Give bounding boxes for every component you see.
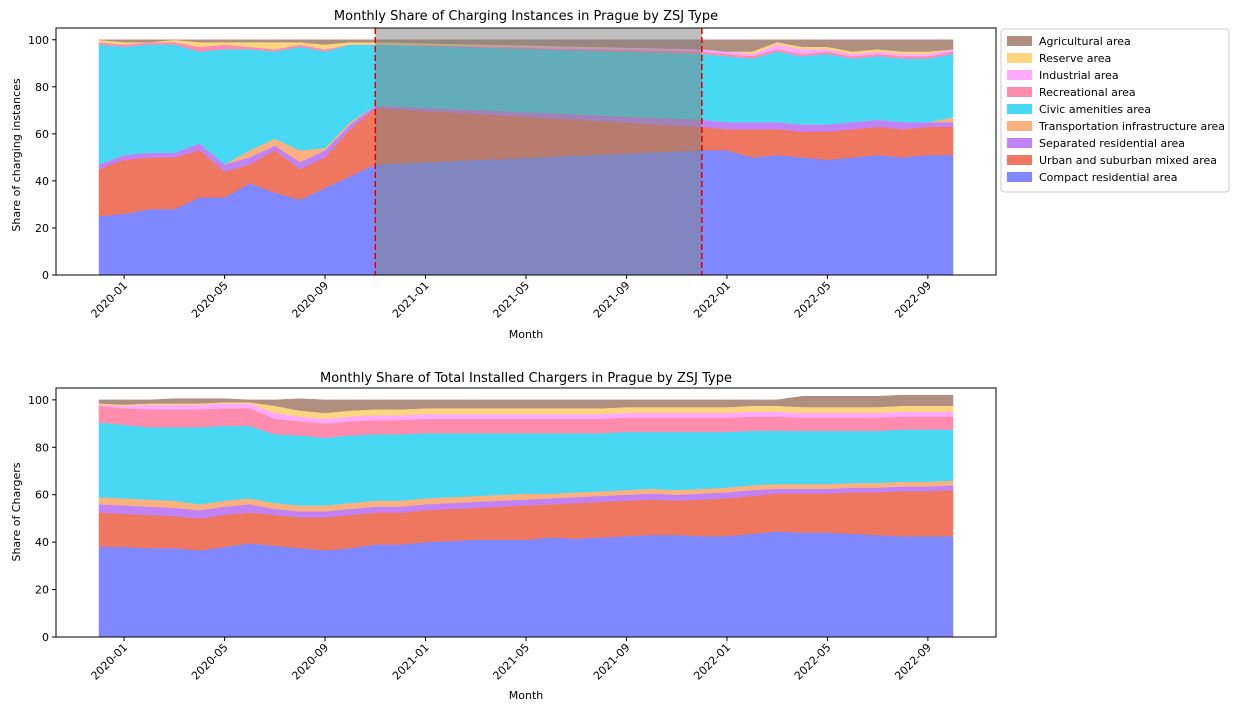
x-tick-label: 2021-09 — [591, 641, 633, 683]
y-axis-title: Share of charging instances — [10, 78, 23, 232]
x-tick-label: 2021-05 — [490, 641, 532, 683]
legend-swatch — [1007, 70, 1032, 80]
x-tick-label: 2021-05 — [490, 279, 532, 321]
x-tick-label: 2021-01 — [390, 641, 432, 683]
area-compact-residential-area — [98, 531, 954, 638]
x-tick-label: 2022-09 — [892, 641, 934, 683]
legend-swatch — [1007, 104, 1032, 114]
y-tick-label: 100 — [28, 394, 49, 407]
x-tick-label: 2021-01 — [390, 279, 432, 321]
area-agricultural-area — [98, 394, 954, 414]
legend-label: Urban and suburban mixed area — [1039, 154, 1217, 167]
y-tick-label: 60 — [35, 128, 49, 141]
legend-label: Reserve area — [1039, 52, 1111, 65]
x-tick-label: 2020-09 — [289, 641, 331, 683]
legend-label: Agricultural area — [1039, 35, 1131, 48]
legend-label: Industrial area — [1039, 69, 1119, 82]
x-axis-title: Month — [509, 689, 544, 702]
charging-instances-chart: Monthly Share of Charging Instances in P… — [10, 9, 997, 341]
legend-swatch — [1007, 138, 1032, 148]
highlight-band — [375, 28, 702, 275]
x-tick-label: 2022-05 — [792, 279, 834, 321]
x-tick-label: 2020-01 — [89, 641, 131, 683]
y-tick-label: 40 — [35, 536, 49, 549]
y-tick-label: 0 — [42, 269, 49, 282]
x-tick-label: 2020-05 — [189, 279, 231, 321]
legend-swatch — [1007, 155, 1032, 165]
x-tick-label: 2022-05 — [792, 641, 834, 683]
y-tick-label: 20 — [35, 222, 49, 235]
chart-title: Monthly Share of Charging Instances in P… — [334, 9, 718, 24]
y-axis-title: Share of Chargers — [10, 462, 23, 561]
installed-chargers-chart: Monthly Share of Total Installed Charger… — [10, 371, 997, 702]
x-tick-label: 2020-05 — [189, 641, 231, 683]
y-tick-label: 0 — [42, 631, 49, 644]
legend-swatch — [1007, 53, 1032, 63]
area-layers — [98, 394, 954, 638]
legend-frame — [1000, 28, 1230, 193]
legend-swatch — [1007, 172, 1032, 182]
legend-swatch — [1007, 87, 1032, 97]
legend-swatch — [1007, 36, 1032, 46]
x-tick-label: 2020-01 — [89, 279, 131, 321]
y-tick-label: 40 — [35, 175, 49, 188]
y-tick-label: 80 — [35, 81, 49, 94]
legend-label: Recreational area — [1039, 86, 1136, 99]
legend-label: Compact residential area — [1039, 171, 1177, 184]
x-axis-title: Month — [509, 328, 544, 341]
legend-swatch — [1007, 121, 1032, 131]
legend: Agricultural area Reserve area Industrial … — [1000, 28, 1230, 193]
y-tick-label: 60 — [35, 489, 49, 502]
x-tick-label: 2021-09 — [591, 279, 633, 321]
x-tick-label: 2022-01 — [691, 279, 733, 321]
legend-label: Transportation infrastructure area — [1038, 120, 1225, 133]
y-tick-label: 20 — [35, 584, 49, 597]
area-agricultural-area — [98, 39, 954, 52]
y-tick-label: 80 — [35, 441, 49, 454]
chart-title: Monthly Share of Total Installed Charger… — [320, 371, 732, 386]
x-tick-label: 2020-09 — [289, 279, 331, 321]
legend-label: Separated residential area — [1039, 137, 1185, 150]
y-tick-label: 100 — [28, 34, 49, 47]
x-tick-label: 2022-09 — [892, 279, 934, 321]
legend-label: Civic amenities area — [1039, 103, 1151, 116]
x-tick-label: 2022-01 — [691, 641, 733, 683]
